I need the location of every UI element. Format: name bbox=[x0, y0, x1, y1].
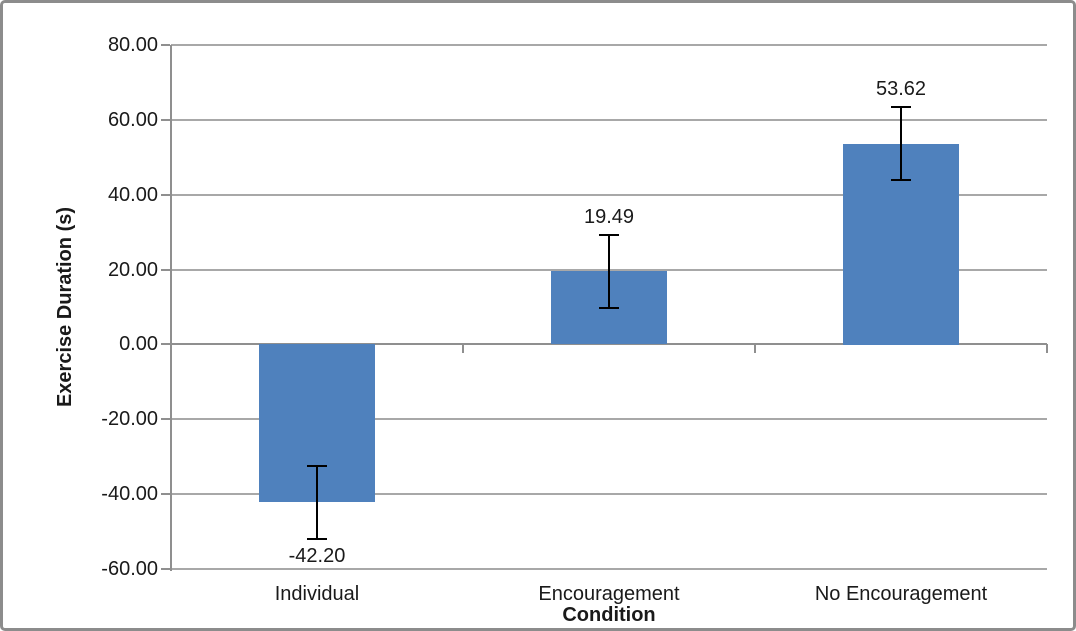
y-gridline bbox=[171, 568, 1047, 570]
y-axis-tick bbox=[161, 119, 170, 121]
error-bar-cap-top bbox=[307, 465, 327, 467]
x-category-label: Encouragement bbox=[538, 583, 680, 605]
error-bar-cap-bottom bbox=[307, 538, 327, 540]
error-bar-line bbox=[316, 466, 318, 539]
data-label: 19.49 bbox=[583, 206, 635, 228]
data-label: -42.20 bbox=[288, 545, 346, 567]
y-gridline bbox=[171, 194, 1047, 196]
plot-area bbox=[161, 44, 1048, 571]
y-tick-label: 80.00 bbox=[107, 34, 158, 56]
y-tick-label: 60.00 bbox=[107, 109, 158, 131]
x-axis-tick bbox=[462, 344, 464, 353]
x-axis-tick bbox=[170, 344, 172, 353]
y-tick-label: 0.00 bbox=[119, 333, 158, 355]
error-bar-line bbox=[900, 107, 902, 180]
y-tick-label: 20.00 bbox=[107, 259, 158, 281]
x-axis-tick bbox=[1046, 344, 1048, 353]
error-bar-cap-top bbox=[599, 234, 619, 236]
y-axis-tick bbox=[161, 269, 170, 271]
y-axis-tick bbox=[161, 44, 170, 46]
y-tick-label: 40.00 bbox=[107, 184, 158, 206]
x-axis-title: Condition bbox=[562, 604, 656, 626]
data-label: 53.62 bbox=[875, 78, 927, 100]
y-axis-tick bbox=[161, 343, 170, 345]
error-bar-cap-top bbox=[891, 106, 911, 108]
y-gridline bbox=[171, 418, 1047, 420]
y-gridline bbox=[171, 44, 1047, 46]
y-tick-label: -60.00 bbox=[101, 558, 158, 580]
y-axis-tick bbox=[161, 194, 170, 196]
y-axis-tick bbox=[161, 418, 170, 420]
y-axis-tick bbox=[161, 568, 170, 570]
x-category-label: No Encouragement bbox=[814, 583, 988, 605]
y-gridline bbox=[171, 343, 1047, 345]
y-gridline bbox=[171, 119, 1047, 121]
x-axis-tick bbox=[754, 344, 756, 353]
y-axis-tick bbox=[161, 493, 170, 495]
error-bar-cap-bottom bbox=[599, 307, 619, 309]
y-axis-line bbox=[170, 45, 172, 571]
x-category-label: Individual bbox=[274, 583, 360, 605]
y-tick-label: -20.00 bbox=[101, 408, 158, 430]
y-tick-label: -40.00 bbox=[101, 483, 158, 505]
error-bar-line bbox=[608, 235, 610, 308]
error-bar-cap-bottom bbox=[891, 179, 911, 181]
y-gridline bbox=[171, 493, 1047, 495]
